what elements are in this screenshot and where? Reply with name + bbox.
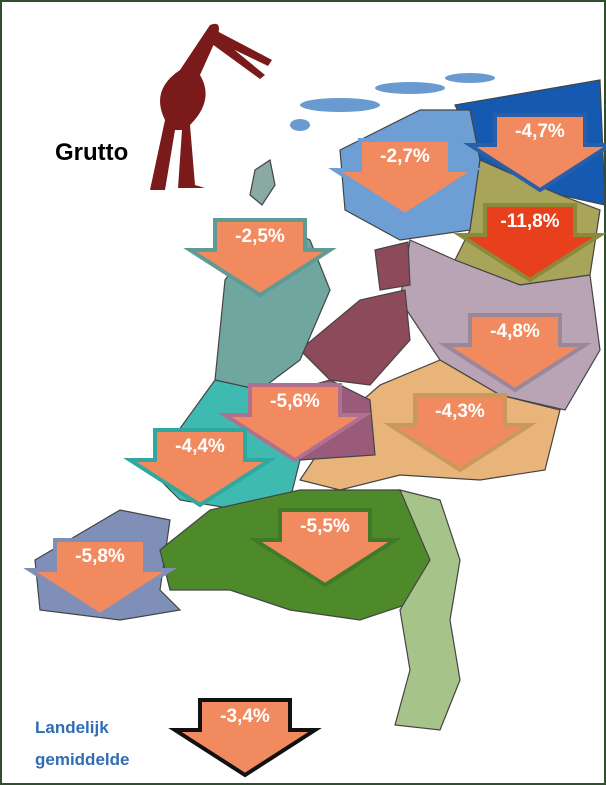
national-label: gemiddelde: [35, 750, 129, 769]
island: [290, 119, 310, 131]
change-label: -4,7%: [515, 121, 565, 142]
change-label: -11,8%: [500, 211, 559, 232]
arrow: [453, 203, 606, 283]
change-label: -5,5%: [300, 516, 350, 537]
change-label: -4,3%: [435, 401, 485, 422]
change-label: -2,7%: [380, 146, 430, 167]
arrows: -4,7% -2,7% -11,8% -2,5% -4,8% -5,6% -4,3% -4,4…: [23, 113, 606, 778]
limburg: [394, 489, 461, 731]
texel: [249, 159, 276, 206]
change-label: -5,6%: [270, 391, 320, 412]
national-label: Landelijk: [35, 718, 109, 737]
change-label: -5,8%: [75, 546, 125, 567]
island: [445, 73, 495, 83]
arrow: [438, 313, 592, 393]
arrow: [123, 428, 277, 508]
arrow: [463, 113, 606, 193]
island: [300, 98, 380, 112]
arrow: [183, 218, 337, 298]
arrow: [248, 508, 402, 588]
change-label: -2,5%: [235, 226, 285, 247]
godwit-icon: [150, 23, 272, 190]
arrow: [218, 383, 372, 463]
noordoostpolder: [374, 241, 411, 291]
arrow: [168, 698, 322, 778]
island: [375, 82, 445, 94]
arrow: [328, 138, 482, 218]
title: Grutto: [55, 139, 128, 166]
arrow: [23, 538, 177, 618]
change-label: -4,8%: [490, 321, 540, 342]
change-label: -4,4%: [175, 436, 225, 457]
change-label: -3,4%: [220, 706, 270, 727]
arrow: [383, 393, 537, 473]
